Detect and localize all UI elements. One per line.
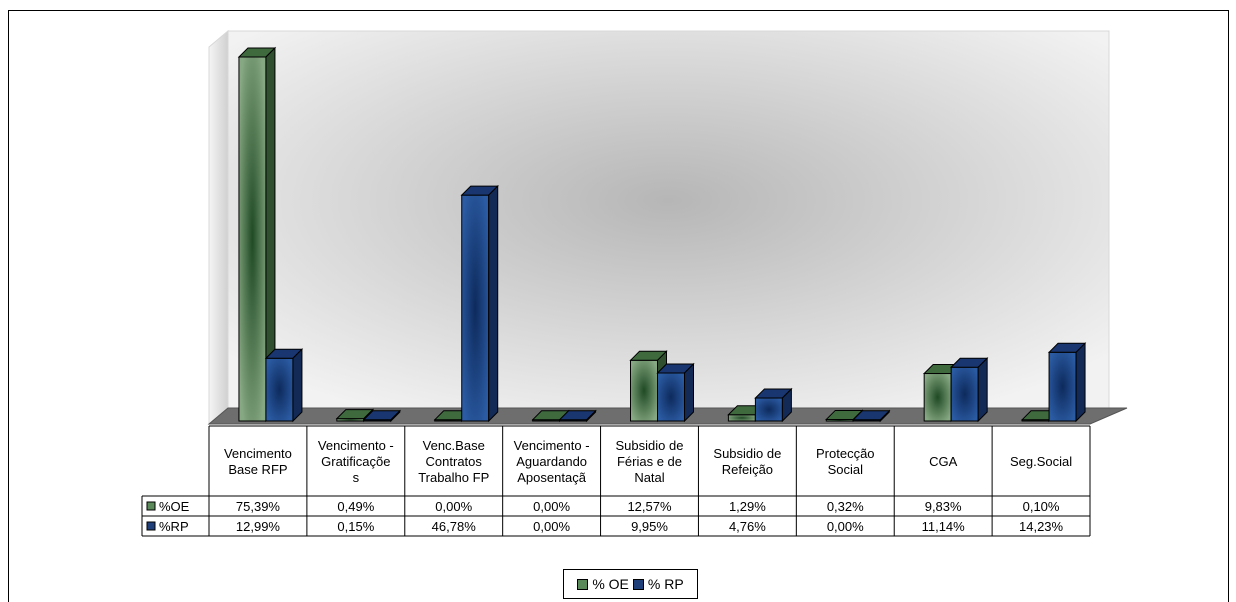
side-wall <box>208 29 229 426</box>
bar-oe-0 <box>237 46 277 423</box>
category-label-5-1: Refeição <box>722 462 773 477</box>
data-label-0-6: 0,32% <box>827 499 864 514</box>
category-label-4-0: Subsidio de <box>616 438 684 453</box>
bar-rp-1 <box>362 409 402 423</box>
legend-swatch-oe <box>577 578 589 590</box>
category-label-8-0: Seg.Social <box>1010 454 1072 469</box>
row-swatch-0 <box>146 501 156 511</box>
legend-item-rp: % RP <box>632 576 684 592</box>
category-label-2-0: Venc.Base <box>423 438 485 453</box>
category-label-3-0: Vencimento - <box>514 438 590 453</box>
category-label-7-0: CGA <box>929 454 958 469</box>
legend: % OE % RP <box>563 569 698 599</box>
data-label-0-3: 0,00% <box>533 499 570 514</box>
data-label-1-5: 4,76% <box>729 519 766 534</box>
bar-rp-4 <box>656 362 695 423</box>
bar-rp-5 <box>754 387 793 423</box>
category-label-2-2: Trabalho FP <box>418 470 489 485</box>
row-label-1: %RP <box>159 519 189 534</box>
bar-rp-7 <box>949 357 989 423</box>
data-label-0-5: 1,29% <box>729 499 766 514</box>
legend-swatch-rp <box>632 578 644 590</box>
category-label-1-0: Vencimento - <box>318 438 394 453</box>
data-label-0-7: 9,83% <box>925 499 962 514</box>
row-label-0: %OE <box>159 499 190 514</box>
data-label-1-7: 11,14% <box>922 519 966 534</box>
legend-label-rp: % RP <box>647 576 684 592</box>
bar-rp-6 <box>852 409 891 423</box>
data-label-1-6: 0,00% <box>827 519 864 534</box>
data-label-1-8: 14,23% <box>1019 519 1064 534</box>
bar-rp-8 <box>1047 342 1087 423</box>
data-label-0-8: 0,10% <box>1023 499 1060 514</box>
row-swatch-1 <box>146 521 156 531</box>
data-label-0-1: 0,49% <box>337 499 374 514</box>
data-label-0-2: 0,00% <box>435 499 472 514</box>
data-label-0-0: 75,39% <box>236 499 281 514</box>
category-label-4-1: Férias e de <box>617 454 682 469</box>
bar-rp-2 <box>460 184 499 423</box>
category-label-3-1: Aguardando <box>516 454 587 469</box>
data-label-1-3: 0,00% <box>533 519 570 534</box>
data-label-0-4: 12,57% <box>627 499 672 514</box>
legend-item-oe: % OE <box>577 576 629 592</box>
category-label-3-2: Aposentaçã <box>517 470 586 485</box>
data-label-1-1: 0,15% <box>337 519 374 534</box>
bar-rp-0 <box>264 348 304 423</box>
category-label-4-2: Natal <box>634 470 664 485</box>
category-label-1-1: Gratificaçõe <box>321 454 390 469</box>
data-label-1-2: 46,78% <box>432 519 477 534</box>
data-label-1-4: 9,95% <box>631 519 668 534</box>
category-label-5-0: Subsidio de <box>713 446 781 461</box>
category-label-1-2: s <box>353 470 360 485</box>
category-label-6-0: Protecção <box>816 446 875 461</box>
category-label-6-1: Social <box>828 462 864 477</box>
category-label-2-1: Contratos <box>426 454 483 469</box>
back-wall <box>227 30 1110 409</box>
category-label-0-1: Base RFP <box>228 462 287 477</box>
category-label-0-0: Vencimento <box>224 446 292 461</box>
legend-label-oe: % OE <box>592 576 629 592</box>
data-label-1-0: 12,99% <box>236 519 281 534</box>
bar-rp-3 <box>558 409 597 423</box>
